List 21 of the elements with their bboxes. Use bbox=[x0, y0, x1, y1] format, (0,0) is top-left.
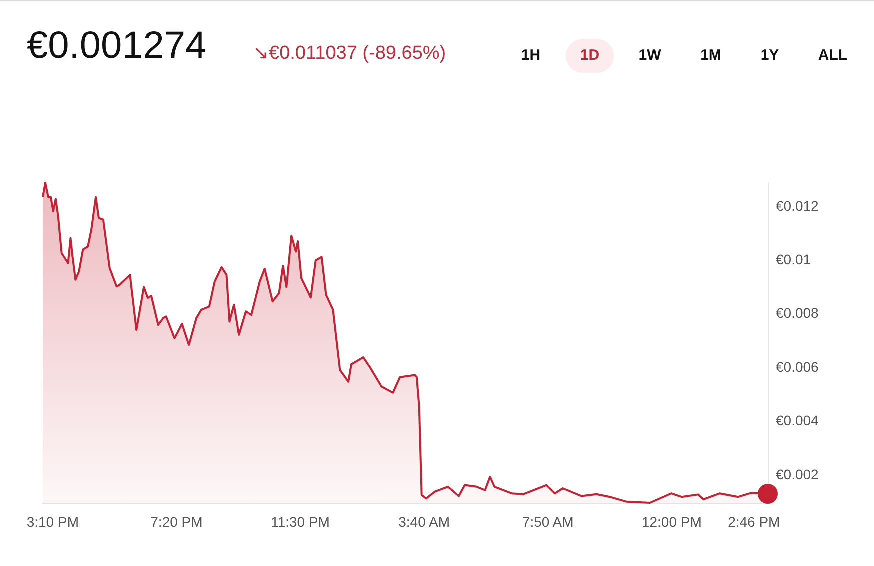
text: 1D bbox=[566, 39, 614, 73]
x-tick-label: 12:00 PM bbox=[642, 514, 702, 530]
x-tick-label: 7:20 PM bbox=[150, 514, 203, 530]
x-tick-label: 3:10 PM bbox=[26, 514, 79, 530]
x-tick-label: 2:46 PM bbox=[728, 514, 780, 530]
chart-subtitle: ↘€0.011037 (-89.65%) bbox=[253, 42, 446, 65]
text: 1W bbox=[638, 46, 662, 66]
y-tick-label: €0.004 bbox=[776, 412, 820, 429]
y-tick-label: €0.012 bbox=[776, 198, 820, 214]
chart-title: €0.001274 bbox=[27, 25, 207, 68]
x-tick-label: 3:40 AM bbox=[398, 514, 450, 530]
text: 1Y bbox=[760, 46, 780, 66]
y-tick-label: €0.01 bbox=[776, 252, 812, 268]
y-tick-label: €0.002 bbox=[776, 466, 820, 482]
x-tick-label: 11:30 PM bbox=[271, 514, 330, 530]
text: ALL bbox=[817, 46, 849, 66]
y-tick-label: €0.008 bbox=[776, 305, 820, 322]
y-tick-label: €0.006 bbox=[776, 358, 820, 375]
x-tick-label: 7:50 AM bbox=[522, 514, 574, 530]
text: 1H bbox=[520, 46, 542, 66]
text: 1M bbox=[700, 46, 722, 66]
